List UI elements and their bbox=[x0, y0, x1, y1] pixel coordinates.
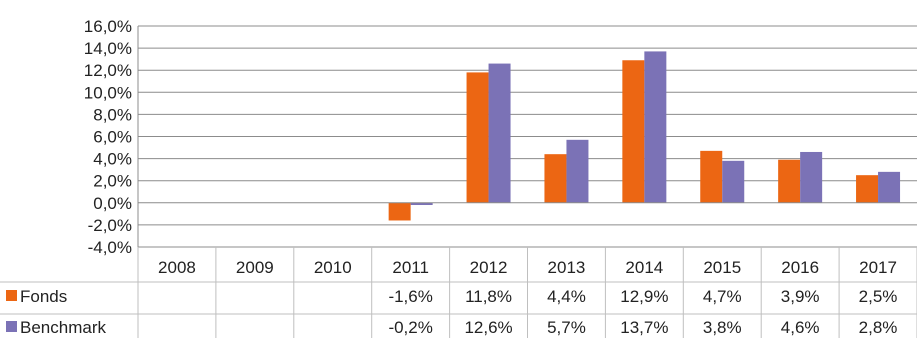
y-tick-label: 16,0% bbox=[84, 17, 132, 36]
table-cell-fonds: 12,9% bbox=[620, 287, 668, 306]
table-cell-fonds: -1,6% bbox=[388, 287, 432, 306]
x-axis-tick-labels: 2008 2009 2010 2011 2012 2013 2014 2015 2016 2017 bbox=[158, 258, 897, 277]
legend-label-benchmark: Benchmark bbox=[20, 318, 106, 337]
x-tick-label: 2008 bbox=[158, 258, 196, 277]
table-cell-benchmark: 3,8% bbox=[703, 318, 742, 337]
bar-fonds-2015 bbox=[700, 150, 723, 203]
table-cell-benchmark: 4,6% bbox=[781, 318, 820, 337]
table-cell-benchmark: 12,6% bbox=[464, 318, 512, 337]
y-tick-label: 12,0% bbox=[84, 61, 132, 80]
table-cell-benchmark: 2,8% bbox=[859, 318, 898, 337]
table-cell-fonds: 11,8% bbox=[465, 287, 512, 306]
y-tick-label: 4,0% bbox=[93, 150, 132, 169]
legend-label-fonds: Fonds bbox=[20, 287, 67, 306]
bar-fonds-2017 bbox=[856, 175, 879, 203]
table-cell-fonds: 4,7% bbox=[703, 287, 742, 306]
bar-fonds-2016 bbox=[778, 159, 801, 203]
y-tick-label: 0,0% bbox=[93, 194, 132, 213]
bar-fonds-2013 bbox=[544, 154, 567, 203]
bar-fonds-2014 bbox=[622, 60, 645, 203]
x-tick-label: 2010 bbox=[314, 258, 352, 277]
bar-fonds-2011 bbox=[388, 202, 411, 221]
bars bbox=[388, 51, 901, 221]
y-tick-label: 2,0% bbox=[93, 172, 132, 191]
table-cell-fonds: 3,9% bbox=[781, 287, 820, 306]
legend-swatch-fonds bbox=[6, 290, 17, 301]
x-tick-label: 2017 bbox=[859, 258, 897, 277]
data-table: Fonds -1,6% 11,8% 4,4% 12,9% 4,7% 3,9% 2,5% Benc… bbox=[0, 247, 917, 338]
x-tick-label: 2009 bbox=[236, 258, 274, 277]
y-tick-label: 6,0% bbox=[93, 128, 132, 147]
bar-fonds-2012 bbox=[466, 72, 489, 203]
bar-benchmark-2014 bbox=[644, 51, 667, 203]
bar-benchmark-2015 bbox=[722, 160, 745, 203]
y-axis-tick-labels: 16,0% 14,0% 12,0% 10,0% 8,0% 6,0% 4,0% 2,0% 0,0%… bbox=[84, 17, 132, 257]
bar-benchmark-2017 bbox=[878, 171, 901, 203]
y-tick-label: 14,0% bbox=[84, 39, 132, 58]
table-cell-benchmark: 5,7% bbox=[547, 318, 586, 337]
x-tick-label: 2012 bbox=[470, 258, 508, 277]
bar-benchmark-2016 bbox=[800, 151, 823, 203]
x-tick-label: 2015 bbox=[703, 258, 741, 277]
x-tick-label: 2011 bbox=[392, 258, 429, 277]
y-tick-label: 8,0% bbox=[93, 105, 132, 124]
x-tick-label: 2014 bbox=[625, 258, 663, 277]
table-cell-benchmark: -0,2% bbox=[388, 318, 432, 337]
bar-benchmark-2011 bbox=[410, 202, 433, 206]
table-cell-benchmark: 13,7% bbox=[620, 318, 668, 337]
table-cell-fonds: 4,4% bbox=[547, 287, 586, 306]
x-tick-label: 2013 bbox=[548, 258, 586, 277]
gridlines bbox=[138, 25, 917, 248]
y-tick-label: -2,0% bbox=[88, 216, 132, 235]
legend-swatch-benchmark bbox=[6, 321, 17, 332]
bar-benchmark-2013 bbox=[566, 139, 589, 203]
x-tick-label: 2016 bbox=[781, 258, 819, 277]
bar-benchmark-2012 bbox=[488, 63, 511, 203]
table-cell-fonds: 2,5% bbox=[859, 287, 898, 306]
y-tick-label: 10,0% bbox=[84, 83, 132, 102]
axes bbox=[137, 26, 917, 247]
y-tick-label: -4,0% bbox=[88, 238, 132, 257]
